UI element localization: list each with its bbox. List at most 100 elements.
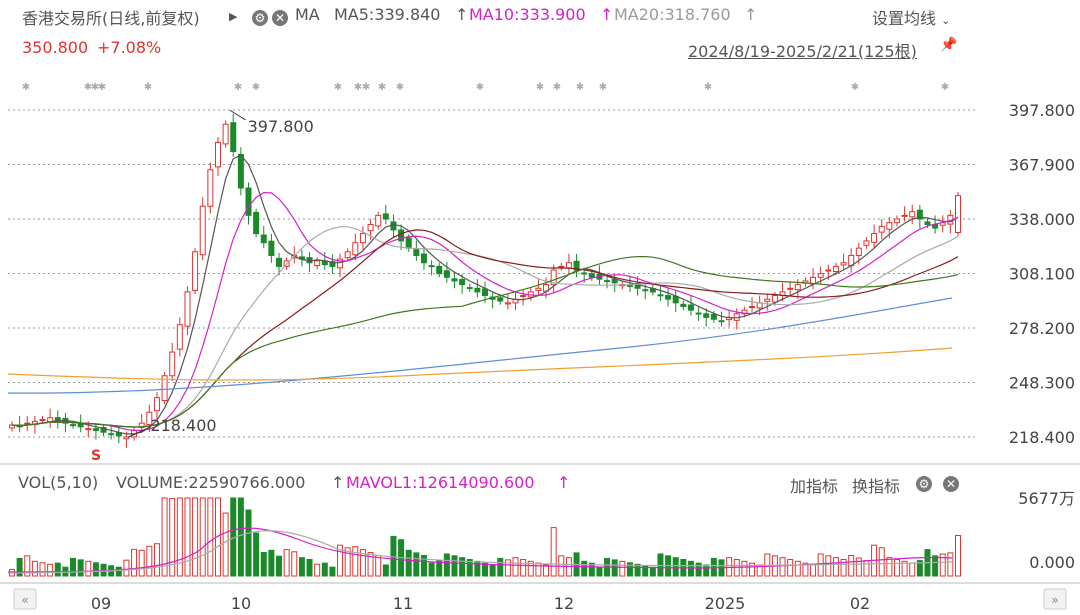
volume-bar bbox=[688, 561, 693, 576]
candle-body bbox=[872, 234, 877, 243]
y-tick-label: 367.900 bbox=[1009, 156, 1075, 175]
candle-body bbox=[864, 241, 869, 245]
volume-bar bbox=[139, 550, 144, 576]
event-marker-icon: ✱ bbox=[396, 82, 404, 93]
volume-bar bbox=[429, 563, 434, 576]
candle-body bbox=[25, 423, 30, 424]
candle-body bbox=[589, 274, 594, 278]
event-marker-icon: ✱ bbox=[378, 82, 386, 93]
candle-body bbox=[93, 429, 98, 431]
high-label: 397.800 bbox=[248, 117, 314, 136]
volume-bar bbox=[956, 536, 961, 576]
candle-body bbox=[910, 212, 915, 217]
candle-body bbox=[887, 223, 892, 230]
volume-tick-label: 5677万 bbox=[1018, 489, 1075, 508]
event-marker-icon: ✱ bbox=[22, 82, 30, 93]
volume-bar bbox=[673, 558, 678, 576]
event-marker-icon: ✱ bbox=[599, 82, 607, 93]
candle-body bbox=[750, 306, 755, 307]
candle-body bbox=[536, 288, 541, 290]
candle-body bbox=[414, 250, 419, 256]
volume-bar bbox=[32, 561, 37, 576]
candle-body bbox=[383, 214, 388, 219]
event-marker-icon: ✱ bbox=[362, 82, 370, 93]
ma20-line bbox=[12, 227, 958, 427]
candle-body bbox=[86, 429, 91, 430]
candle-body bbox=[315, 261, 320, 266]
volume-bar bbox=[193, 498, 198, 576]
volume-bar bbox=[93, 563, 98, 576]
volume-bar bbox=[132, 549, 137, 576]
x-tick-label: 11 bbox=[393, 594, 413, 613]
candle-body bbox=[246, 188, 251, 215]
candle-body bbox=[711, 315, 716, 320]
volume-bar bbox=[879, 548, 884, 576]
candle-body bbox=[71, 425, 76, 426]
volume-bar bbox=[208, 498, 213, 576]
candle-body bbox=[856, 248, 861, 255]
candle-body bbox=[185, 292, 190, 326]
candle-body bbox=[658, 295, 663, 296]
candle-body bbox=[696, 313, 701, 314]
candle-body bbox=[902, 215, 907, 216]
y-tick-label: 278.200 bbox=[1009, 319, 1075, 338]
candle-body bbox=[200, 206, 205, 254]
volume-bar bbox=[490, 565, 495, 576]
candle-body bbox=[521, 296, 526, 297]
y-tick-label: 338.000 bbox=[1009, 210, 1075, 229]
candle-body bbox=[788, 288, 793, 289]
candle-body bbox=[177, 325, 182, 349]
volume-bar bbox=[414, 553, 419, 576]
candle-body bbox=[109, 434, 114, 435]
candle-body bbox=[467, 288, 472, 289]
volume-bar bbox=[55, 563, 60, 576]
volume-bar bbox=[551, 528, 556, 576]
candle-body bbox=[406, 238, 411, 248]
volume-bar bbox=[582, 561, 587, 576]
event-marker-icon: ✱ bbox=[144, 82, 152, 93]
candle-body bbox=[772, 296, 777, 303]
volume-tick-label: 0.000 bbox=[1029, 553, 1075, 572]
candle-body bbox=[582, 273, 587, 274]
candle-body bbox=[643, 290, 648, 291]
volume-bar bbox=[238, 498, 243, 576]
candle-body bbox=[566, 263, 571, 268]
candle-body bbox=[719, 321, 724, 322]
x-tick-label: 02 bbox=[850, 594, 870, 613]
candle-body bbox=[124, 437, 129, 439]
volume-bar bbox=[185, 498, 190, 576]
event-marker-icon: ✱ bbox=[553, 82, 561, 93]
candle-body bbox=[269, 241, 274, 255]
candle-body bbox=[795, 285, 800, 290]
volume-bar bbox=[826, 556, 831, 576]
signal-s-marker: S bbox=[91, 448, 101, 464]
volume-bar bbox=[704, 565, 709, 576]
double-chevron-right-icon: » bbox=[1051, 593, 1058, 607]
candle-body bbox=[40, 420, 45, 421]
volume-bar bbox=[742, 561, 747, 576]
y-tick-label: 397.800 bbox=[1009, 101, 1075, 120]
volume-bar bbox=[948, 553, 953, 576]
candle-body bbox=[925, 222, 930, 225]
volume-bar bbox=[292, 552, 297, 576]
candle-body bbox=[261, 235, 266, 243]
x-tick-label: 09 bbox=[91, 594, 111, 613]
x-tick-label: 12 bbox=[554, 594, 574, 613]
candle-body bbox=[231, 123, 236, 152]
volume-bar bbox=[315, 564, 320, 576]
volume-bar bbox=[498, 558, 503, 576]
candle-body bbox=[345, 252, 350, 258]
volume-bar bbox=[833, 558, 838, 576]
candle-body bbox=[956, 196, 961, 233]
event-marker-icon: ✱ bbox=[98, 82, 106, 93]
volume-bar bbox=[452, 556, 457, 576]
volume-bar bbox=[460, 558, 465, 576]
candle-body bbox=[605, 281, 610, 282]
candle-body bbox=[421, 254, 426, 263]
volume-bar bbox=[780, 558, 785, 576]
event-marker-icon: ✱ bbox=[941, 82, 949, 93]
volume-bar bbox=[406, 550, 411, 576]
candle-body bbox=[238, 154, 243, 188]
volume-bar bbox=[910, 563, 915, 576]
